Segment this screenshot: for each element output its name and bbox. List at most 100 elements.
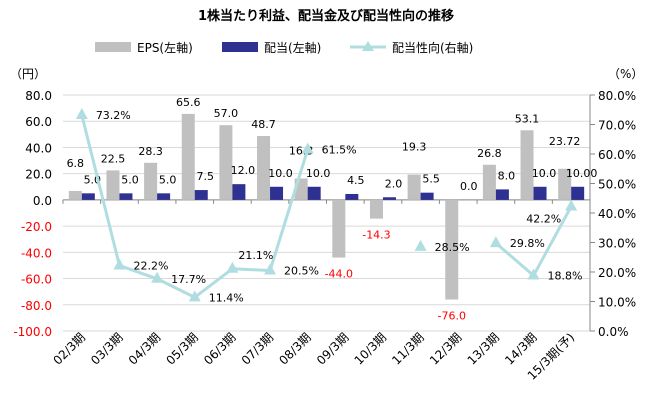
dividend-label: 0.0 xyxy=(460,180,478,193)
payout-marker xyxy=(565,199,578,211)
legend-swatch-1 xyxy=(222,42,258,52)
payout-marker xyxy=(75,108,88,120)
payout-label: 17.7% xyxy=(171,273,206,286)
eps-bar xyxy=(445,199,459,300)
dividend-bar xyxy=(382,197,396,200)
dividend-label: 10.0 xyxy=(532,167,557,180)
dividend-label: 10.0 xyxy=(306,167,331,180)
eps-label: 6.8 xyxy=(67,157,85,170)
payout-marker xyxy=(151,271,164,283)
category-label: 14/3期 xyxy=(502,330,539,367)
left-tick-label: -40.0 xyxy=(21,246,52,260)
dividend-bar xyxy=(194,190,208,200)
legend-marker-2 xyxy=(362,41,374,51)
dividend-bar xyxy=(270,186,284,200)
eps-bar xyxy=(144,162,158,200)
eps-bar xyxy=(482,164,496,200)
eps-bar xyxy=(68,190,82,200)
legend-label-1: 配当(左軸) xyxy=(264,40,321,55)
payout-marker xyxy=(527,268,540,280)
eps-bar xyxy=(106,170,120,200)
category-label: 09/3期 xyxy=(314,330,351,367)
category-label: 13/3期 xyxy=(465,330,502,367)
dividend-bar xyxy=(571,186,585,200)
eps-label: 22.5 xyxy=(101,152,126,165)
chart-title: 1株当たり利益、配当金及び配当性向の推移 xyxy=(198,8,454,24)
left-tick-label: -80.0 xyxy=(21,299,52,313)
right-tick-label: 0.0% xyxy=(598,325,629,339)
dividend-bar xyxy=(420,192,434,200)
payout-marker xyxy=(113,258,126,270)
payout-label: 42.2% xyxy=(526,213,561,226)
dividend-label: 5.0 xyxy=(121,173,139,186)
eps-bar xyxy=(181,113,195,200)
payout-marker xyxy=(226,261,239,273)
payout-label: 20.5% xyxy=(284,265,319,278)
payout-marker xyxy=(489,236,502,248)
dividend-label: 5.5 xyxy=(422,173,440,186)
eps-label: 23.72 xyxy=(549,135,581,148)
dividend-bar xyxy=(232,184,246,200)
dividend-label: 10.00 xyxy=(566,167,598,180)
category-label: 07/3期 xyxy=(239,330,276,367)
right-tick-label: 50.0% xyxy=(598,178,636,192)
legend-label-2: 配当性向(右軸) xyxy=(392,40,473,55)
eps-bar xyxy=(219,125,233,200)
payout-label: 11.4% xyxy=(209,291,244,304)
eps-bar xyxy=(369,199,383,219)
eps-label: 53.1 xyxy=(515,112,540,125)
dividend-bar xyxy=(119,193,133,200)
payout-label: 73.2% xyxy=(96,109,131,122)
eps-label: 26.8 xyxy=(477,147,502,160)
payout-label: 22.2% xyxy=(133,260,168,273)
legend-swatch-0 xyxy=(95,42,131,52)
left-tick-label: 80.0 xyxy=(25,89,52,103)
dividend-label: 2.0 xyxy=(385,177,403,190)
dividend-label: 12.0 xyxy=(231,164,256,177)
payout-marker xyxy=(414,239,427,251)
left-axis-unit: （円） xyxy=(10,67,46,81)
payout-label: 21.1% xyxy=(238,249,273,262)
dividend-label: 7.5 xyxy=(197,170,215,183)
right-tick-label: 40.0% xyxy=(598,207,636,221)
dividend-bar xyxy=(533,186,547,200)
dividend-label: 4.5 xyxy=(347,174,365,187)
dividend-label: 5.0 xyxy=(159,173,177,186)
dividend-bar xyxy=(345,193,359,200)
payout-marker xyxy=(264,263,277,275)
left-tick-label: 0.0 xyxy=(33,194,52,208)
category-label: 11/3期 xyxy=(389,330,426,367)
left-tick-label: 60.0 xyxy=(25,115,52,129)
payout-label: 29.8% xyxy=(510,237,545,250)
left-tick-label: -100.0 xyxy=(13,325,52,339)
eps-label: 19.3 xyxy=(402,141,427,154)
payout-label: 61.5% xyxy=(322,144,357,157)
dividend-bar xyxy=(495,189,509,200)
category-label: 06/3期 xyxy=(201,330,238,367)
eps-label: -44.0 xyxy=(325,268,353,281)
payout-marker xyxy=(188,290,201,302)
category-label: 03/3期 xyxy=(88,330,125,367)
eps-label: 57.0 xyxy=(214,107,239,120)
eps-label: -76.0 xyxy=(438,310,466,323)
eps-label: -14.3 xyxy=(362,229,390,242)
right-tick-label: 80.0% xyxy=(598,89,636,103)
eps-bar xyxy=(407,174,421,200)
left-tick-label: -60.0 xyxy=(21,273,52,287)
dividend-bar xyxy=(81,193,95,200)
eps-label: 48.7 xyxy=(251,118,276,131)
eps-bar xyxy=(257,136,271,200)
eps-label: 65.6 xyxy=(176,96,201,109)
category-label: 08/3期 xyxy=(276,330,313,367)
category-label: 05/3期 xyxy=(163,330,200,367)
eps-bar xyxy=(520,130,534,200)
right-tick-label: 10.0% xyxy=(598,296,636,310)
legend-label-0: EPS(左軸) xyxy=(137,40,193,55)
dividend-bar xyxy=(157,193,171,200)
dividend-label: 10.0 xyxy=(268,167,293,180)
eps-bar xyxy=(558,168,572,200)
right-tick-label: 30.0% xyxy=(598,237,636,251)
category-label: 04/3期 xyxy=(126,330,163,367)
right-tick-label: 70.0% xyxy=(598,119,636,133)
